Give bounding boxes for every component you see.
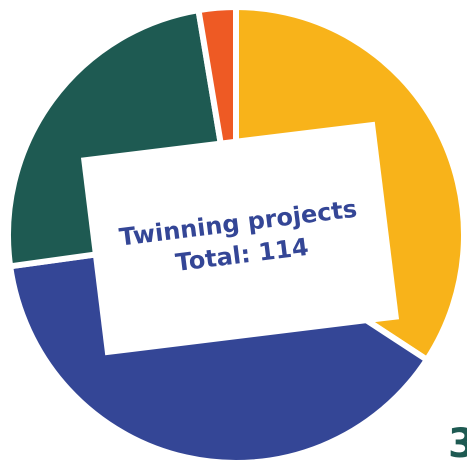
center-label-card: Twinning projects Total: 114 [80,121,400,356]
partial-corner-number: 3 [448,421,467,467]
